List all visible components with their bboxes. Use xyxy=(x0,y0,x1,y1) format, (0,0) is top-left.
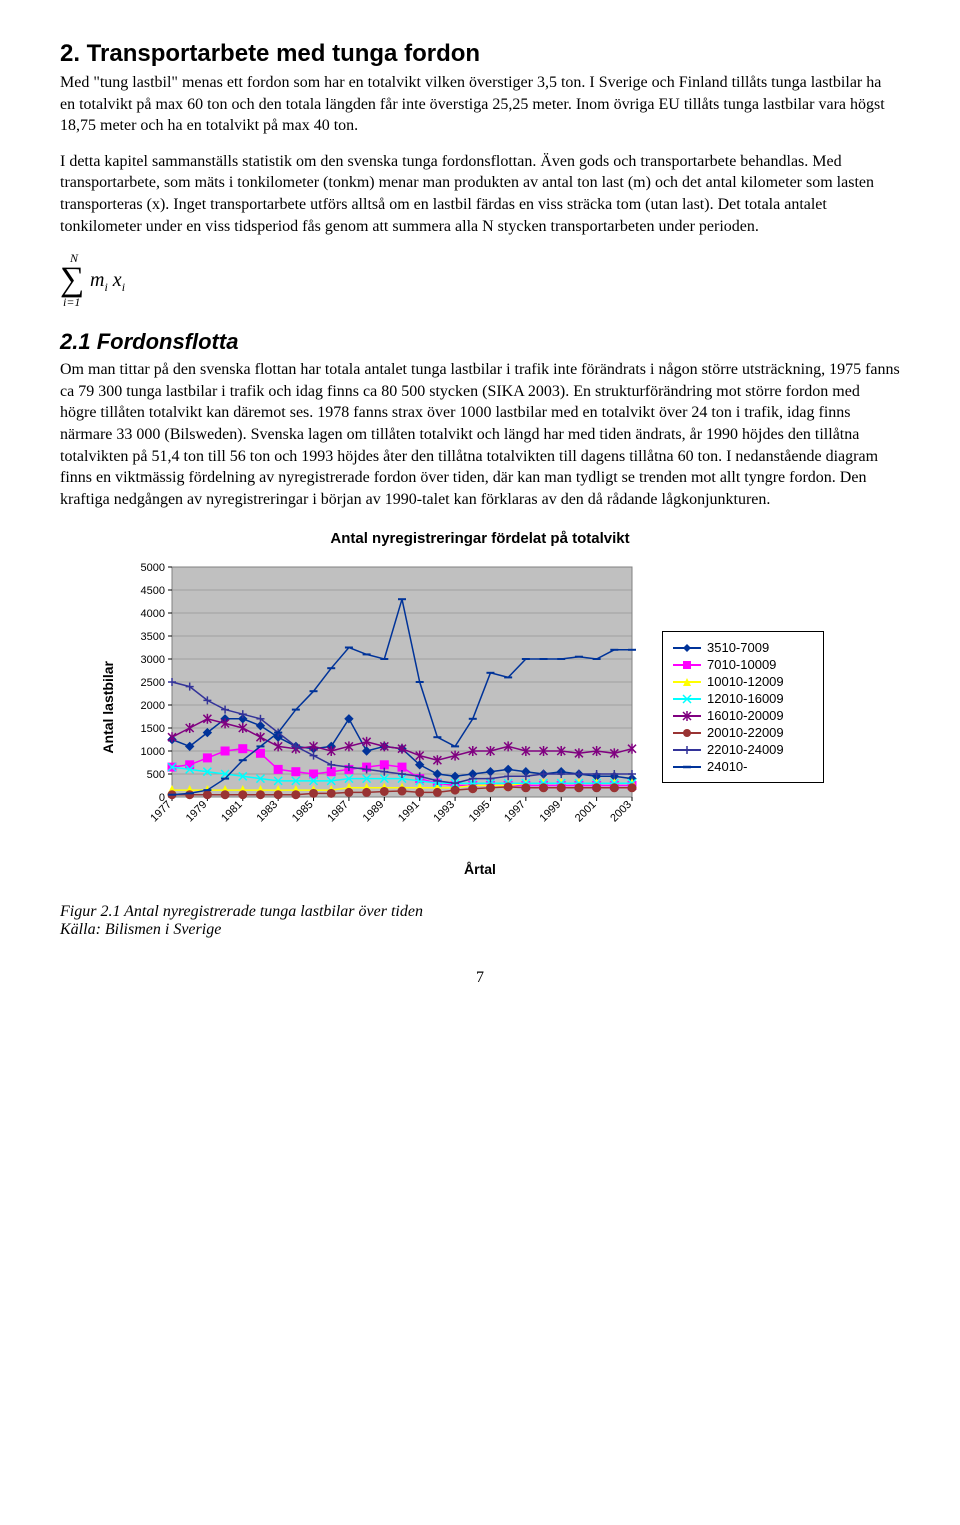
svg-text:2003: 2003 xyxy=(608,799,634,825)
legend-item: 16010-20009 xyxy=(673,708,813,723)
section-heading: 2. Transportarbete med tunga fordon xyxy=(60,40,900,68)
svg-text:1995: 1995 xyxy=(467,799,493,825)
svg-text:3500: 3500 xyxy=(141,631,165,643)
svg-text:1983: 1983 xyxy=(254,799,280,825)
paragraph-intro: Med "tung lastbil" menas ett fordon som … xyxy=(60,72,900,137)
summation-formula: N ∑ i=1 mi xi xyxy=(60,251,900,311)
legend-label: 16010-20009 xyxy=(707,708,784,723)
chart-ylabel: Antal lastbilar xyxy=(100,661,116,754)
svg-text:1999: 1999 xyxy=(538,799,564,825)
svg-text:5000: 5000 xyxy=(141,562,165,574)
svg-text:500: 500 xyxy=(147,769,165,781)
legend-item: 22010-24009 xyxy=(673,742,813,757)
page-number: 7 xyxy=(60,969,900,987)
svg-text:1985: 1985 xyxy=(290,799,316,825)
legend-item: 10010-12009 xyxy=(673,674,813,689)
legend-label: 7010-10009 xyxy=(707,657,776,672)
caption-line-2: Källa: Bilismen i Sverige xyxy=(60,921,221,938)
svg-text:1997: 1997 xyxy=(502,799,528,825)
svg-text:4500: 4500 xyxy=(141,585,165,597)
svg-text:1977: 1977 xyxy=(148,799,174,825)
svg-text:1991: 1991 xyxy=(396,799,422,825)
legend-label: 24010- xyxy=(707,759,747,774)
chart-plot: 0500100015002000250030003500400045005000… xyxy=(122,557,642,857)
subsection-heading: 2.1 Fordonsflotta xyxy=(60,329,900,355)
svg-text:1987: 1987 xyxy=(325,799,351,825)
paragraph-desc: I detta kapitel sammanställs statistik o… xyxy=(60,151,900,237)
svg-text:1979: 1979 xyxy=(184,799,210,825)
legend-label: 20010-22009 xyxy=(707,725,784,740)
legend-label: 3510-7009 xyxy=(707,640,769,655)
svg-text:1993: 1993 xyxy=(431,799,457,825)
formula-lower-limit: i=1 xyxy=(63,295,80,310)
legend-label: 12010-16009 xyxy=(707,691,784,706)
svg-text:1500: 1500 xyxy=(141,723,165,735)
legend-label: 10010-12009 xyxy=(707,674,784,689)
legend-label: 22010-24009 xyxy=(707,742,784,757)
svg-text:1981: 1981 xyxy=(219,799,245,825)
svg-text:2000: 2000 xyxy=(141,700,165,712)
chart-xlabel: Årtal xyxy=(100,861,860,877)
svg-text:2500: 2500 xyxy=(141,677,165,689)
svg-text:3000: 3000 xyxy=(141,654,165,666)
legend-item: 24010- xyxy=(673,759,813,774)
legend-item: 3510-7009 xyxy=(673,640,813,655)
legend-item: 12010-16009 xyxy=(673,691,813,706)
chart-title: Antal nyregistreringar fördelat på total… xyxy=(100,530,860,547)
sigma-symbol: ∑ xyxy=(60,261,84,299)
chart-container: Antal nyregistreringar fördelat på total… xyxy=(100,530,860,877)
legend-item: 20010-22009 xyxy=(673,725,813,740)
caption-line-1: Figur 2.1 Antal nyregistrerade tunga las… xyxy=(60,903,423,920)
formula-body: mi xi xyxy=(90,269,125,295)
svg-text:2001: 2001 xyxy=(573,799,599,825)
svg-text:4000: 4000 xyxy=(141,608,165,620)
paragraph-fleet: Om man tittar på den svenska flottan har… xyxy=(60,359,900,510)
legend-item: 7010-10009 xyxy=(673,657,813,672)
figure-caption: Figur 2.1 Antal nyregistrerade tunga las… xyxy=(60,903,900,939)
svg-text:1989: 1989 xyxy=(361,799,387,825)
chart-legend: 3510-7009 7010-10009 10010-12009 12010-1600… xyxy=(662,631,824,783)
svg-text:1000: 1000 xyxy=(141,746,165,758)
